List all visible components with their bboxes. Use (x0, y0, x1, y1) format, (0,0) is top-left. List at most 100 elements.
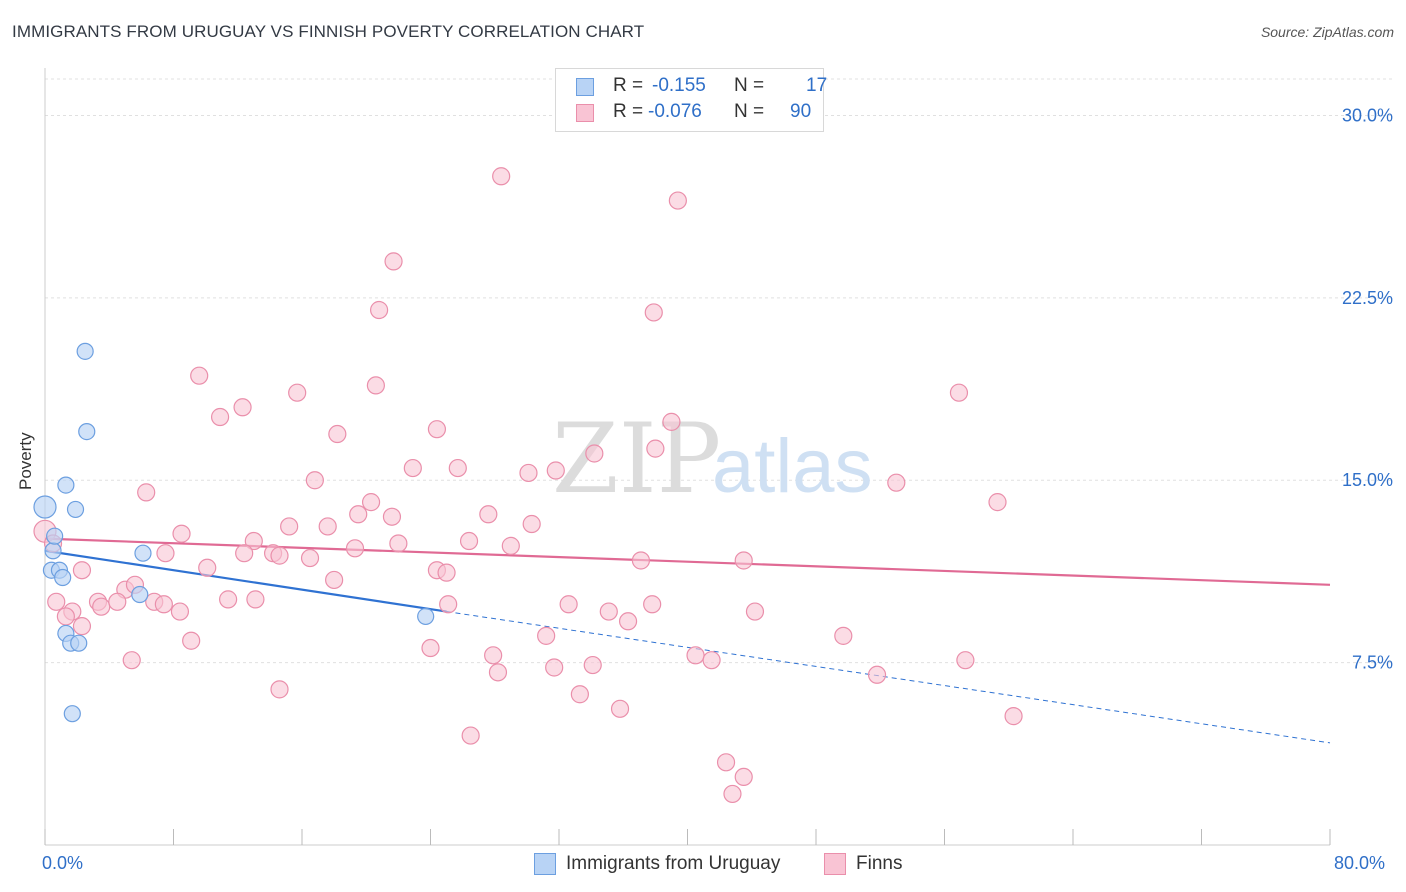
legend-n-label: N = (734, 75, 765, 96)
correlation-legend: R = -0.155 N = 17 R = -0.076 N = 90 (555, 68, 827, 132)
point-finns (599, 602, 618, 621)
point-finns (72, 561, 92, 580)
point-finns (570, 685, 589, 704)
point-finns (559, 595, 578, 614)
point-finns (949, 383, 969, 402)
trend-line-finns (44, 537, 1331, 586)
point-finns (190, 366, 209, 385)
point-uruguay (134, 544, 152, 562)
point-finns (389, 534, 408, 553)
point-finns (382, 507, 402, 526)
point-finns (459, 531, 479, 551)
bottom-legend-swatch-uruguay (534, 853, 556, 875)
y-tick-label: 30.0% (1342, 105, 1393, 125)
point-finns (716, 753, 736, 772)
x-axis-min-label: 0.0% (42, 853, 84, 873)
watermark-atlas: atlas (712, 424, 873, 509)
point-finns (198, 558, 217, 577)
point-finns (492, 167, 511, 186)
point-finns (280, 517, 299, 536)
point-uruguay (76, 342, 94, 360)
point-finns (137, 483, 156, 502)
legend-swatch-uruguay (576, 78, 594, 96)
point-uruguay (46, 527, 64, 545)
chart-title: IMMIGRANTS FROM URUGUAY VS FINNISH POVER… (12, 22, 645, 41)
point-finns (437, 563, 456, 582)
legend-swatch-finns (576, 104, 594, 122)
source-credit: Source: ZipAtlas.com (1260, 24, 1394, 40)
point-finns (170, 602, 190, 621)
point-finns (233, 398, 252, 417)
point-finns (108, 592, 127, 611)
point-uruguay (63, 705, 81, 723)
point-finns (172, 524, 191, 543)
axes (44, 68, 1331, 846)
point-finns (686, 646, 705, 665)
point-uruguay (44, 542, 62, 560)
x-axis-max-label: 80.0% (1334, 853, 1386, 873)
point-finns (246, 590, 265, 609)
bottom-legend-label-uruguay: Immigrants from Uruguay (566, 853, 781, 874)
point-finns (288, 383, 307, 402)
legend-n-label: N = (734, 101, 765, 122)
point-finns (484, 646, 503, 665)
point-finns (834, 626, 853, 645)
point-finns (867, 665, 887, 684)
point-finns (956, 651, 975, 670)
point-finns (745, 602, 765, 621)
point-finns (366, 376, 385, 395)
legend-n-value-finns: 90 (790, 101, 812, 122)
point-finns (610, 699, 630, 718)
point-uruguay (54, 568, 72, 587)
point-finns (1004, 707, 1023, 726)
point-finns (702, 651, 721, 670)
point-finns (734, 551, 753, 570)
bottom-legend-swatch-finns (824, 853, 846, 875)
legend-r-value-finns: -0.076 (648, 101, 702, 122)
point-finns (154, 595, 173, 614)
point-finns (631, 551, 651, 570)
point-finns (723, 784, 742, 804)
point-finns (488, 663, 508, 682)
point-finns (646, 439, 665, 458)
legend-r-label: R = (613, 75, 644, 96)
point-finns (427, 420, 447, 439)
point-finns (618, 612, 638, 631)
point-finns (519, 463, 538, 483)
y-tick-label: 15.0% (1342, 470, 1393, 490)
point-finns (328, 424, 347, 444)
point-finns (461, 726, 480, 745)
point-uruguay (33, 495, 57, 519)
y-axis-label: Poverty (16, 432, 35, 490)
point-uruguay (417, 607, 435, 626)
point-uruguay (131, 585, 149, 604)
point-finns (644, 303, 663, 322)
point-finns (546, 461, 565, 480)
point-finns (585, 444, 604, 463)
point-finns (349, 505, 368, 524)
point-finns (325, 570, 344, 590)
point-finns (583, 655, 602, 675)
point-finns (643, 595, 662, 614)
point-finns (361, 493, 381, 512)
point-finns (439, 595, 458, 614)
point-finns (156, 544, 175, 563)
point-finns (370, 300, 389, 320)
point-uruguay (57, 476, 75, 494)
legend-r-value-uruguay: -0.155 (652, 75, 706, 96)
trend-line-uruguay-extension (446, 611, 1331, 744)
point-finns (92, 597, 111, 616)
point-finns (56, 607, 75, 626)
trend-line-uruguay (44, 549, 447, 613)
point-finns (403, 458, 422, 478)
point-finns (668, 191, 687, 210)
point-finns (537, 626, 556, 645)
y-tick-label: 22.5% (1342, 288, 1393, 308)
point-uruguay (66, 500, 85, 519)
point-finns (734, 767, 753, 787)
gridlines (45, 78, 1392, 664)
point-finns (210, 407, 230, 427)
watermark: ZIP atlas (552, 403, 873, 515)
point-finns (244, 531, 263, 551)
point-uruguay (78, 423, 96, 441)
